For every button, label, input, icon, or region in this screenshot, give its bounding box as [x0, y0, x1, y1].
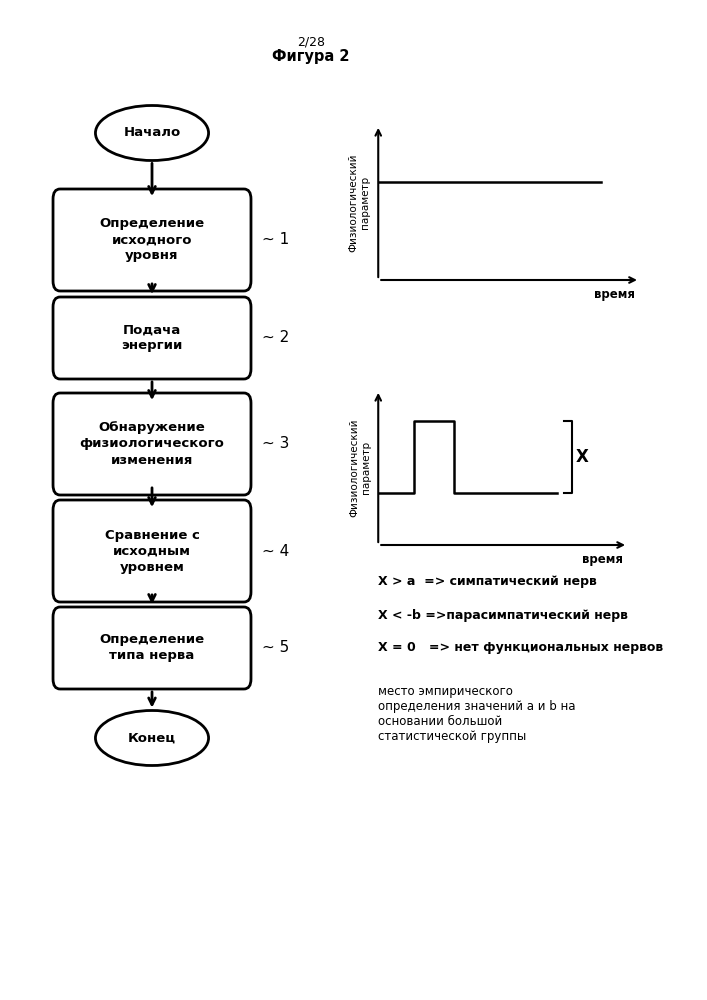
Text: ∼ 5: ∼ 5	[262, 641, 289, 656]
FancyBboxPatch shape	[53, 393, 251, 495]
Text: Обнаружение
физиологического
изменения: Обнаружение физиологического изменения	[80, 422, 224, 466]
Text: X < -b =>парасимпатический нерв: X < -b =>парасимпатический нерв	[378, 608, 628, 621]
FancyBboxPatch shape	[53, 607, 251, 689]
Text: Определение
исходного
уровня: Определение исходного уровня	[100, 218, 204, 262]
FancyBboxPatch shape	[53, 297, 251, 379]
Text: время: время	[594, 288, 635, 301]
Text: Подача
энергии: Подача энергии	[122, 324, 182, 353]
Text: время: время	[582, 553, 623, 566]
Text: X = 0   => нет функциональных нервов: X = 0 => нет функциональных нервов	[378, 642, 663, 654]
Ellipse shape	[95, 710, 209, 766]
Text: Конец: Конец	[128, 732, 176, 744]
Text: место эмпирического
определения значений a и b на
основании большой
статистическ: место эмпирического определения значений…	[378, 685, 575, 743]
FancyBboxPatch shape	[53, 500, 251, 602]
Text: Начало: Начало	[124, 126, 180, 139]
Text: X: X	[575, 448, 588, 466]
Text: X > a  => симпатический нерв: X > a => симпатический нерв	[378, 576, 597, 588]
Text: Физиологический
параметр: Физиологический параметр	[349, 418, 371, 517]
Ellipse shape	[95, 105, 209, 160]
Text: Сравнение с
исходным
уровнем: Сравнение с исходным уровнем	[105, 528, 199, 574]
Text: 2/28: 2/28	[297, 35, 325, 48]
Text: ∼ 3: ∼ 3	[262, 436, 289, 452]
Text: ∼ 4: ∼ 4	[262, 544, 289, 558]
Text: Фигура 2: Фигура 2	[272, 49, 350, 64]
Text: Определение
типа нерва: Определение типа нерва	[100, 634, 204, 662]
Text: ∼ 1: ∼ 1	[262, 232, 289, 247]
Text: Физиологический
параметр: Физиологический параметр	[349, 153, 370, 252]
FancyBboxPatch shape	[53, 189, 251, 291]
Text: ∼ 2: ∼ 2	[262, 330, 289, 346]
